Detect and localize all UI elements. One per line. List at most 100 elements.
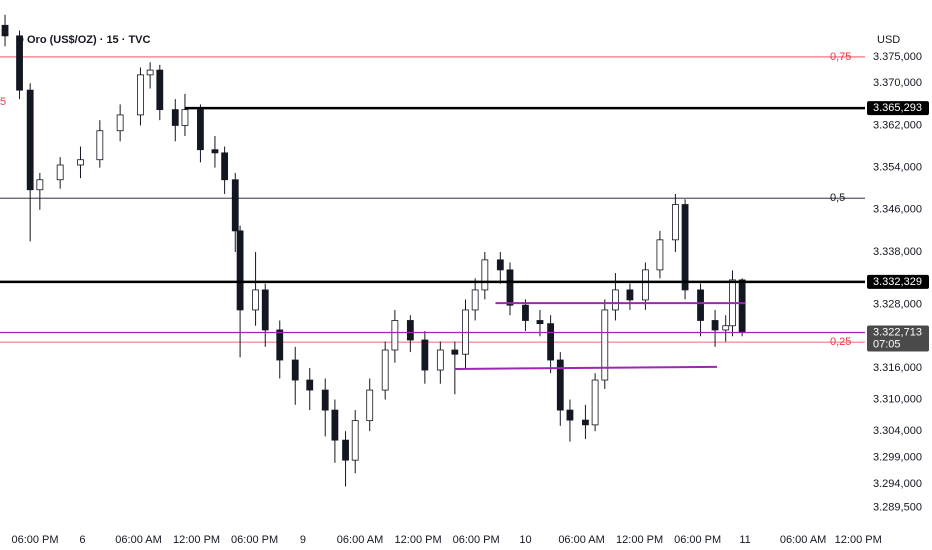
candle-body [656,239,664,271]
candle-body [451,349,459,355]
y-tick-label: 3.304,000 [873,425,922,437]
x-tick-label: 06:00 AM [115,534,161,546]
candle-body [252,289,259,311]
x-tick-label: 6 [79,534,85,546]
fib-label: 0,5 [830,192,845,204]
candle-body [321,389,329,411]
x-tick-label: 12:00 PM [835,534,882,546]
trendline [454,365,718,370]
candle-body [591,379,599,426]
candle-body [506,269,514,306]
y-tick-label: 3.346,000 [873,204,922,216]
fib-label: 0,25 [830,336,851,348]
candle-body [306,379,314,391]
candle-body [156,69,164,111]
candle-body [522,304,529,321]
cut-label: 5 [0,96,6,108]
countdown: 07:05 [873,338,901,350]
candle-body [342,439,349,461]
candle-body [331,409,339,441]
candle-body [421,339,429,371]
candle-body [436,349,444,371]
candle-body [36,179,44,191]
candle-body [642,269,649,301]
candle-body [77,159,84,166]
x-tick-label: 06:00 AM [337,534,383,546]
candle-body [471,289,479,311]
chart-title: D Oro (US$/OZ) · 15 · TVC [16,34,151,46]
candle-body [351,420,359,461]
candle-body [231,179,239,232]
candle-body [211,149,219,154]
candle-body [711,320,719,331]
price-box [867,101,929,116]
candle-body [626,289,634,301]
candle-body [96,130,104,161]
candle-body [56,164,64,181]
x-tick-label: 12:00 PM [173,534,220,546]
candle-body [406,320,414,341]
price-box-label: 3.365,293 [873,102,922,114]
candle-body [722,325,730,331]
candle-body [381,349,389,391]
candle-body [291,359,299,381]
candle-body [26,89,34,191]
candle-body [181,109,189,126]
candle-body [146,69,154,76]
candle-body [672,204,679,241]
x-tick-label: 12:00 PM [395,534,442,546]
candle-body [1,24,9,37]
y-tick-label: 3.362,000 [873,119,922,131]
x-tick-label: 06:00 PM [11,534,58,546]
y-axis-label: USD [877,34,900,46]
x-tick-label: 06:00 PM [453,534,500,546]
candle-body [612,289,619,311]
candle-body [171,109,179,126]
candle-body [221,152,229,181]
y-tick-label: 3.289,500 [873,502,922,514]
candle-body [697,289,704,321]
y-tick-label: 3.299,000 [873,451,922,463]
fib-label: 0,75 [830,51,851,63]
x-tick-label: 06:00 AM [780,534,826,546]
y-tick-label: 3.338,000 [873,246,922,258]
y-tick-label: 3.310,000 [873,393,922,405]
candle-body [197,109,204,151]
y-tick-label: 3.375,000 [873,51,922,63]
x-tick-label: 12:00 PM [616,534,663,546]
y-tick-label: 3.328,000 [873,299,922,311]
candle-body [556,359,564,411]
x-tick-label: 11 [739,534,750,546]
x-tick-label: 06:00 PM [231,534,278,546]
candle-body [566,409,574,421]
candle-body [366,389,374,422]
x-tick-label: 9 [300,534,306,546]
candle-body [681,204,689,291]
candle-body [236,230,244,311]
candle-body [481,259,489,291]
candle-body [137,74,144,116]
y-tick-label: 3.294,000 [873,478,922,490]
y-tick-label: 3.354,000 [873,162,922,174]
price-box-label: 3.322,713 [873,326,922,338]
x-tick-label: 10 [519,534,531,546]
candle-body [547,323,555,361]
price-box [867,325,929,352]
y-tick-label: 3.316,000 [873,362,922,374]
candle-body [536,320,544,325]
candle-body [738,279,746,334]
x-tick-label: 06:00 AM [558,534,604,546]
price-box [867,274,929,289]
candle-body [276,329,284,361]
candle-body [116,114,124,132]
y-tick-label: 3.370,000 [873,77,922,89]
price-box-label: 3.332,329 [873,276,922,288]
candle-body [496,259,504,271]
candle-body [261,289,269,331]
candle-body [582,419,589,426]
x-tick-label: 06:00 PM [674,534,721,546]
candle-body [391,320,399,351]
candle-body [16,35,23,91]
candle-body [601,309,609,381]
